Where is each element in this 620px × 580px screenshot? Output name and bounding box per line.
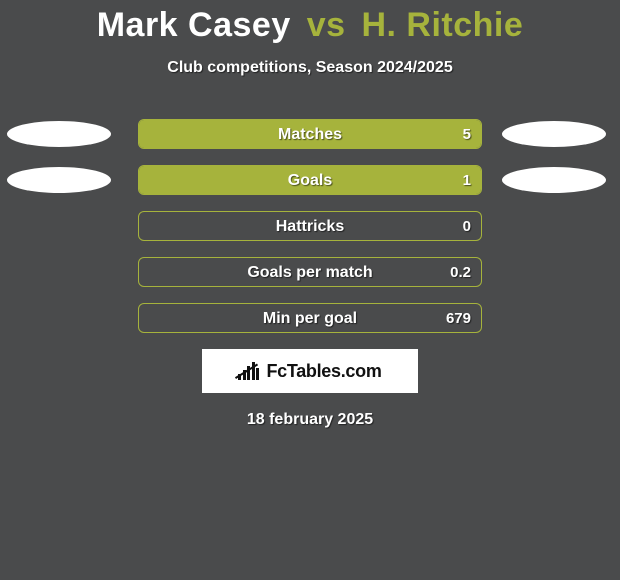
- page-title: Mark Casey vs H. Ritchie: [0, 6, 620, 45]
- vs-text: vs: [307, 6, 346, 44]
- date-text: 18 february 2025: [0, 411, 620, 429]
- stat-label: Goals per match: [139, 258, 481, 287]
- player2-name: H. Ritchie: [361, 6, 523, 44]
- stat-rows: Matches5Goals1Hattricks0Goals per match0…: [0, 119, 620, 333]
- stat-bar: Min per goal679: [138, 303, 482, 333]
- stat-bar: Matches5: [138, 119, 482, 149]
- stat-bar: Hattricks0: [138, 211, 482, 241]
- brand-badge: FcTables.com: [202, 349, 418, 393]
- player1-name: Mark Casey: [97, 6, 291, 44]
- chart-icon: [238, 362, 260, 380]
- stat-label: Min per goal: [139, 304, 481, 333]
- stat-value: 0.2: [450, 258, 471, 287]
- subtitle: Club competitions, Season 2024/2025: [0, 59, 620, 77]
- left-ellipse: [7, 167, 111, 193]
- stat-row: Goals1: [0, 165, 620, 195]
- stat-bar-fill: [139, 166, 481, 194]
- stat-row: Min per goal679: [0, 303, 620, 333]
- left-ellipse: [7, 121, 111, 147]
- stat-bar: Goals per match0.2: [138, 257, 482, 287]
- stat-row: Matches5: [0, 119, 620, 149]
- right-ellipse: [502, 121, 606, 147]
- stat-bar: Goals1: [138, 165, 482, 195]
- stat-value: 0: [463, 212, 471, 241]
- stat-label: Hattricks: [139, 212, 481, 241]
- stat-row: Goals per match0.2: [0, 257, 620, 287]
- comparison-card: Mark Casey vs H. Ritchie Club competitio…: [0, 0, 620, 580]
- stat-bar-fill: [139, 120, 481, 148]
- right-ellipse: [502, 167, 606, 193]
- brand-text: FcTables.com: [266, 361, 381, 382]
- stat-row: Hattricks0: [0, 211, 620, 241]
- stat-value: 679: [446, 304, 471, 333]
